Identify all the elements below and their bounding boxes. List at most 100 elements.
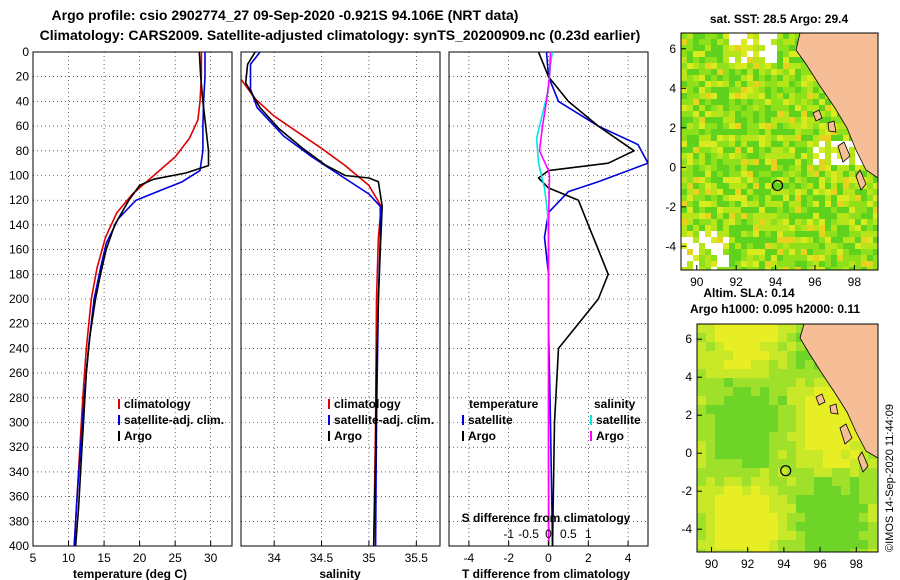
map-cell — [819, 243, 826, 250]
map-cell — [769, 540, 779, 550]
map-cell — [801, 195, 808, 202]
map-cell — [693, 201, 700, 208]
map-cell — [723, 267, 730, 270]
map-cell — [867, 255, 874, 262]
map-cell — [777, 231, 784, 238]
map-cell — [795, 87, 802, 94]
map-cell — [789, 57, 796, 64]
map-cell — [697, 351, 707, 361]
map-y-tick-label: 2 — [685, 408, 692, 422]
map-cell — [706, 504, 716, 514]
map-cell — [771, 63, 778, 70]
map-cell — [813, 231, 820, 238]
map-cell — [778, 432, 788, 442]
map-cell — [861, 261, 868, 268]
map-cell — [751, 432, 761, 442]
map-cell — [769, 369, 779, 379]
map-cell — [760, 405, 770, 415]
map-cell — [753, 213, 760, 220]
map-cell — [742, 486, 752, 496]
map-cell — [723, 207, 730, 214]
map-cell — [724, 441, 734, 451]
map-cell — [760, 342, 770, 352]
map-cell — [735, 45, 742, 52]
map-cell — [850, 432, 860, 442]
map-cell — [681, 117, 688, 124]
x-tick-label: 35 — [362, 551, 376, 565]
salinity-xlabel: salinity — [319, 567, 361, 580]
map-cell — [717, 231, 724, 238]
map-cell — [747, 219, 754, 226]
map-cell — [729, 111, 736, 118]
map-cell — [735, 261, 742, 268]
map-cell — [861, 201, 868, 208]
map-cell — [723, 201, 730, 208]
map-cell — [697, 369, 707, 379]
map-cell — [789, 123, 796, 130]
map-cell — [783, 129, 790, 136]
map-cell — [729, 225, 736, 232]
map-cell — [681, 249, 688, 256]
map-cell — [717, 237, 724, 244]
map-cell — [724, 486, 734, 496]
map-cell — [832, 495, 842, 505]
map-cell — [778, 459, 788, 469]
map-cell — [747, 117, 754, 124]
map-cell — [729, 57, 736, 64]
map-cell — [789, 153, 796, 160]
map-y-tick-label: 0 — [685, 446, 692, 460]
map-cell — [777, 267, 784, 270]
map-cell — [825, 117, 832, 124]
map-cell — [831, 225, 838, 232]
map-cell — [819, 129, 826, 136]
map-cell — [778, 333, 788, 343]
map-cell — [765, 201, 772, 208]
map-cell — [777, 237, 784, 244]
map-cell — [849, 261, 856, 268]
map-cell — [705, 177, 712, 184]
map-cell — [825, 99, 832, 106]
map-cell — [681, 75, 688, 82]
map-cell — [795, 207, 802, 214]
map-cell — [873, 213, 878, 220]
map-cell — [831, 219, 838, 226]
map-cell — [807, 189, 814, 196]
map-cell — [805, 351, 815, 361]
x-tick-label: 0 — [545, 551, 552, 565]
map-cell — [837, 237, 844, 244]
map-cell — [813, 225, 820, 232]
map-cell — [801, 255, 808, 262]
map-cell — [724, 333, 734, 343]
map-cell — [795, 243, 802, 250]
map-cell — [681, 183, 688, 190]
map-cell — [741, 189, 748, 196]
map-cell — [796, 396, 806, 406]
map-cell — [765, 165, 772, 172]
map-cell — [717, 183, 724, 190]
map-cell — [733, 486, 743, 496]
depth-tick-label: 60 — [16, 119, 30, 133]
map-cell — [796, 522, 806, 532]
map-cell — [681, 141, 688, 148]
map-cell — [841, 468, 851, 478]
map-cell — [801, 231, 808, 238]
map-cell — [777, 33, 784, 40]
map-cell — [733, 423, 743, 433]
map-cell — [778, 351, 788, 361]
map-cell — [706, 495, 716, 505]
map-cell — [742, 360, 752, 370]
map-cell — [699, 267, 706, 270]
map-cell — [759, 237, 766, 244]
map-cell — [771, 75, 778, 82]
map-cell — [819, 99, 826, 106]
map-cell — [693, 195, 700, 202]
map-cell — [741, 177, 748, 184]
map-cell — [723, 39, 730, 46]
map-cell — [747, 243, 754, 250]
map-cell — [705, 267, 712, 270]
map-cell — [831, 153, 838, 160]
legend-group-salinity: salinity — [594, 397, 636, 411]
map-cell — [771, 255, 778, 262]
map-cell — [819, 183, 826, 190]
map-cell — [771, 69, 778, 76]
